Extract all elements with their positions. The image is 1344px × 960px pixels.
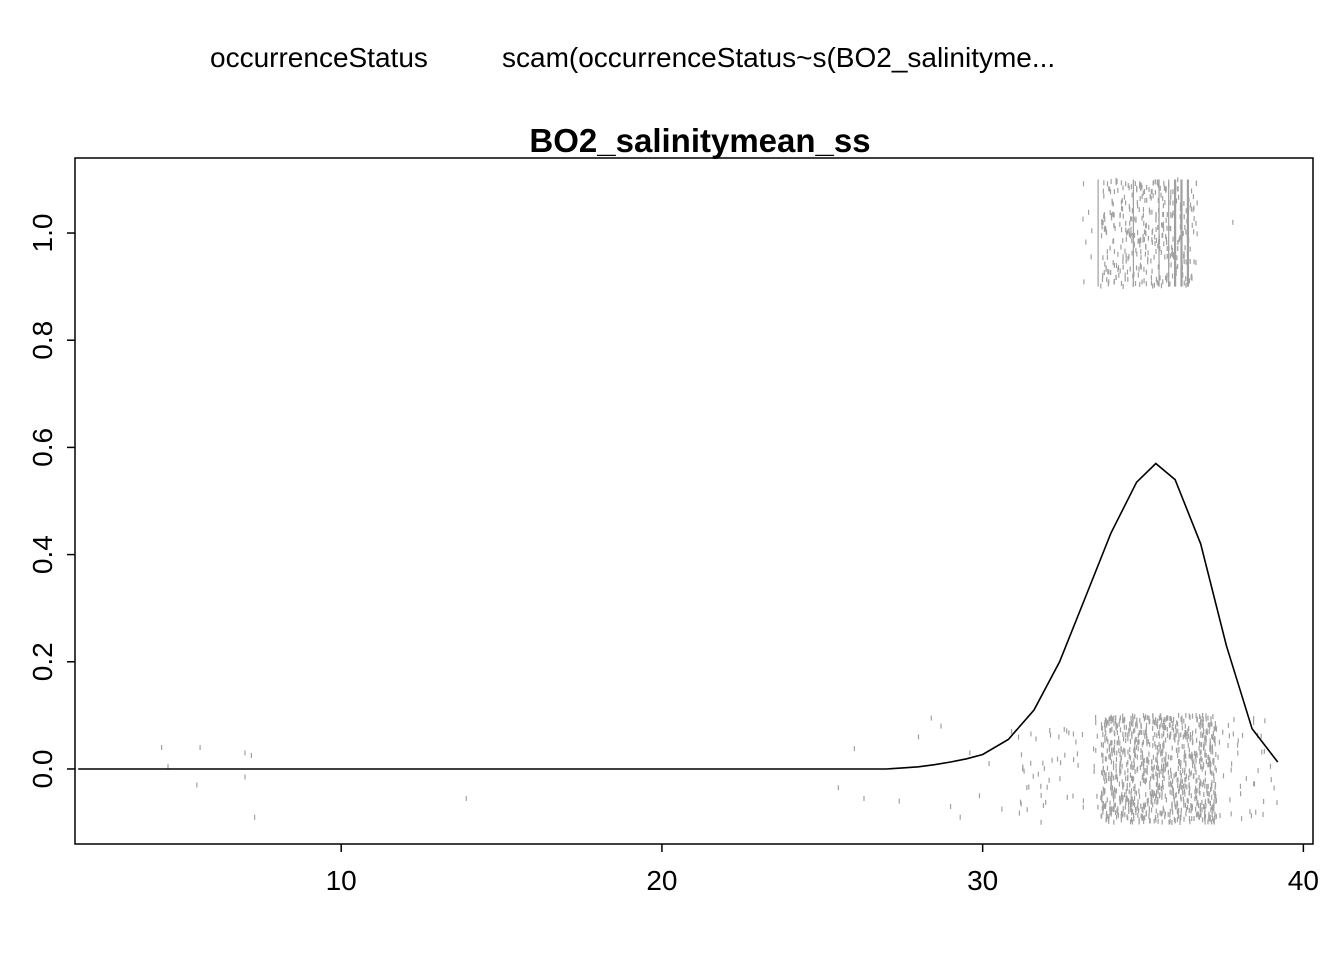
y-tick-label: 0.6 xyxy=(27,428,58,467)
y-tick-label: 0.2 xyxy=(27,642,58,681)
x-tick-label: 20 xyxy=(646,865,677,896)
data-points xyxy=(160,177,1278,826)
y-tick-label: 0.0 xyxy=(27,750,58,789)
y-tick-label: 0.8 xyxy=(27,321,58,360)
y-tick-label: 1.0 xyxy=(27,214,58,253)
plot-frame xyxy=(74,157,1314,845)
response-curve xyxy=(78,462,1279,770)
model-formula-label: scam(occurrenceStatus~s(BO2_salinityme..… xyxy=(502,42,1056,73)
series-line xyxy=(78,462,1279,770)
x-tick-label: 40 xyxy=(1288,865,1319,896)
y-tick-label: 0.4 xyxy=(27,535,58,574)
response-label: occurrenceStatus xyxy=(210,42,428,73)
x-tick-label: 10 xyxy=(326,865,357,896)
chart-title: BO2_salinitymean_ss xyxy=(529,122,870,159)
plot-header: occurrenceStatus scam(occurrenceStatus~s… xyxy=(0,0,1344,100)
axes: 10 20 30 40 0.0 0.2 0.4 0.6 0.8 1.0 xyxy=(27,214,1319,896)
x-tick-label: 30 xyxy=(967,865,998,896)
